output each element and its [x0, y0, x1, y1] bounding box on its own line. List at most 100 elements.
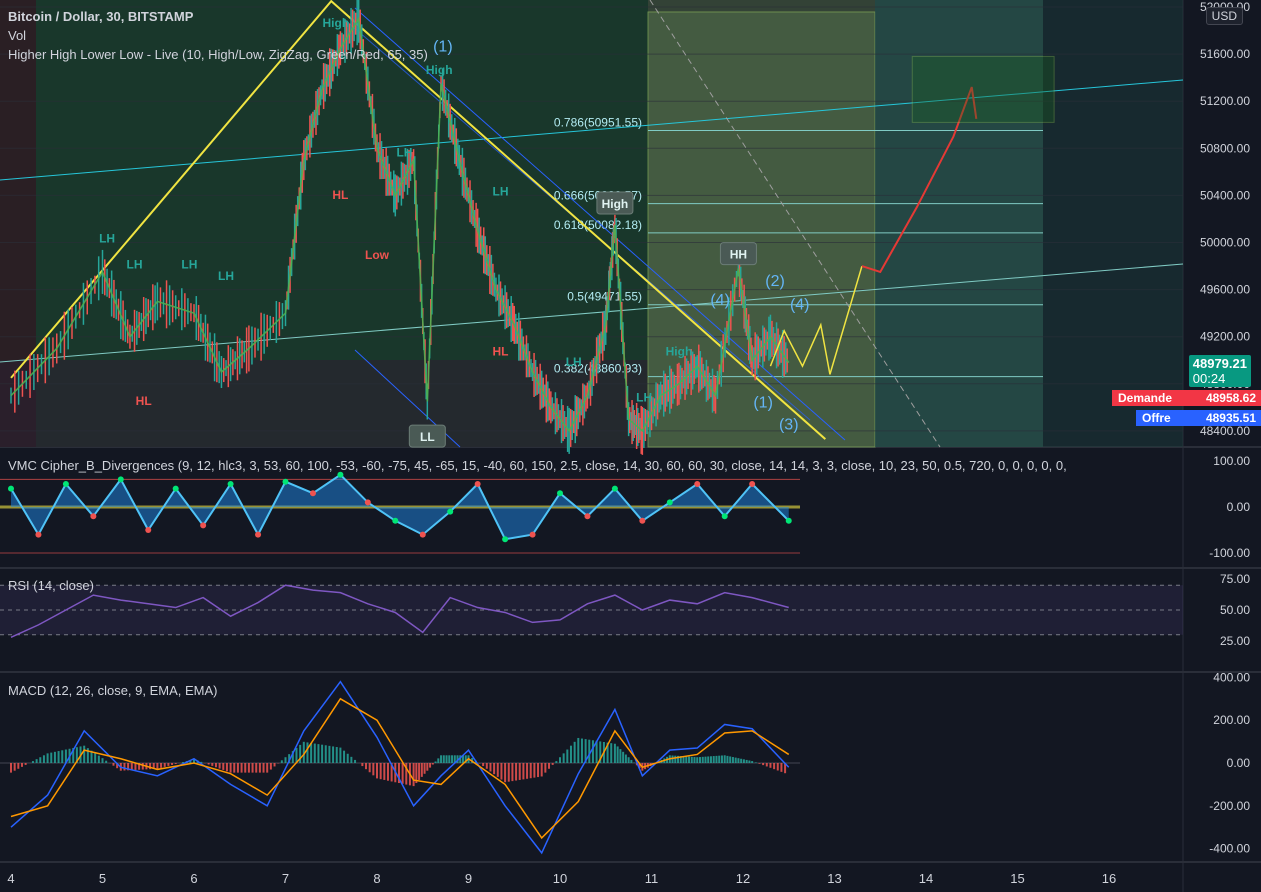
channel-lower: [0, 263, 1184, 363]
cipher-dot: [666, 499, 673, 506]
volume-title: Vol: [8, 28, 27, 43]
time-tick: 7: [282, 871, 289, 886]
zigzag-line: [10, 16, 790, 433]
cipher-title: VMC Cipher_B_Divergences (9, 12, hlc3, 3…: [8, 458, 1067, 473]
time-tick: 16: [1102, 871, 1116, 886]
ask-tag: Offre 48935.51: [1136, 410, 1261, 426]
cipher-dot: [172, 485, 179, 492]
price-tick: 50400.00: [1200, 188, 1250, 202]
swing-label: LH: [636, 390, 652, 404]
cipher-dot: [255, 531, 262, 538]
cipher-dot: [8, 485, 14, 492]
cipher-dot: [62, 481, 69, 487]
time-tick: 10: [553, 871, 567, 886]
rsi-tick: 50.00: [1220, 603, 1250, 617]
target-box: [911, 55, 1055, 123]
price-tick: 48400.00: [1200, 424, 1250, 438]
pivot-box: [596, 191, 634, 215]
currency-button[interactable]: USD: [1205, 7, 1243, 25]
cipher-dot: [227, 481, 234, 487]
price-tick: 49200.00: [1200, 330, 1250, 344]
cipher-dot: [529, 531, 536, 538]
cipher-dot: [557, 490, 563, 497]
cipher-dot: [611, 485, 618, 492]
swing-label: LH: [493, 184, 509, 198]
swing-label: LH: [218, 269, 234, 283]
pivot-label: High: [602, 197, 629, 211]
cipher-dot: [364, 499, 371, 506]
macd-tick: 200.00: [1213, 713, 1250, 727]
swing-label: HL: [493, 345, 509, 359]
cipher-dot: [419, 531, 426, 538]
cipher-dot: [337, 471, 344, 478]
fib-teal: [875, 0, 1043, 447]
pivot-box: [719, 242, 757, 266]
cipher-dot: [721, 513, 728, 520]
yellow-triangle: [10, 0, 827, 440]
blue-trend-1: [354, 7, 846, 441]
cipher-dot: [584, 513, 591, 520]
cipher-dot: [309, 490, 316, 497]
time-tick: 6: [190, 871, 197, 886]
time-tick: 15: [1010, 871, 1024, 886]
last-price-tag: 48979.21 00:24: [1188, 355, 1251, 387]
last-price-value: 48979.21: [1192, 356, 1247, 371]
price-tick: 49600.00: [1200, 283, 1250, 297]
bid-value: 48958.62: [1205, 391, 1256, 405]
projection-path: [769, 265, 863, 375]
time-tick: 11: [645, 871, 659, 886]
time-tick: 5: [99, 871, 106, 886]
macd-tick: -200.00: [1209, 799, 1250, 813]
pivot-box: [408, 424, 446, 448]
price-tick: 50800.00: [1200, 141, 1250, 155]
price-tick: 51600.00: [1200, 47, 1250, 61]
time-tick: 9: [465, 871, 472, 886]
cipher-dot: [90, 513, 97, 520]
rsi-title: RSI (14, close): [8, 578, 94, 593]
cipher-dot: [502, 536, 509, 543]
cipher-dot: [117, 476, 124, 483]
ask-value: 48935.51: [1205, 411, 1256, 425]
time-tick: 4: [7, 871, 14, 886]
time-tick: 13: [827, 871, 841, 886]
cipher-dot: [639, 517, 646, 524]
swing-label: High: [322, 16, 349, 30]
macd-line: [10, 680, 790, 855]
macd-tick: 0.00: [1227, 756, 1251, 770]
bid-label: Demande: [1118, 391, 1173, 405]
rsi-tick: 75.00: [1220, 572, 1250, 586]
swing-label: LH: [99, 232, 115, 246]
rsi-line: [10, 584, 789, 638]
macd-title: MACD (12, 26, close, 9, EMA, EMA): [8, 683, 218, 698]
rsi-tick: 25.00: [1220, 634, 1250, 648]
swing-label: LH: [127, 257, 143, 271]
right-teal: [1043, 0, 1183, 447]
cipher-area: [11, 474, 789, 540]
symbol-title: Bitcoin / Dollar, 30, BITSTAMP: [8, 9, 194, 24]
swing-label: LH: [566, 355, 582, 369]
fib-label: 0.5(49471.55): [567, 290, 642, 304]
channel-upper: [0, 79, 1184, 181]
time-tick: 14: [919, 871, 933, 886]
cipher-tick: 100.00: [1213, 454, 1250, 468]
price-tick: 50000.00: [1200, 236, 1250, 250]
swing-label: LH: [396, 146, 412, 160]
swing-label: LH: [181, 257, 197, 271]
price-tick: 51200.00: [1200, 94, 1250, 108]
cipher-dot: [694, 481, 701, 487]
signal-line: [10, 697, 790, 840]
wave-label: (1): [753, 394, 773, 411]
fib-label: 0.618(50082.18): [554, 218, 642, 232]
cipher-dot: [200, 522, 207, 529]
cipher-tick: 0.00: [1227, 500, 1251, 514]
wave-label: (3): [779, 417, 799, 434]
wave-label: (1): [433, 39, 453, 56]
bid-tag: Demande 48958.62: [1112, 390, 1261, 406]
cipher-dot: [785, 517, 792, 524]
diagonal-dashed: [649, 0, 941, 448]
ask-label: Offre: [1142, 411, 1171, 425]
wave-label: (4): [790, 297, 810, 314]
pivot-label: LL: [420, 430, 435, 444]
fib-label: 0.786(50951.55): [554, 115, 642, 129]
